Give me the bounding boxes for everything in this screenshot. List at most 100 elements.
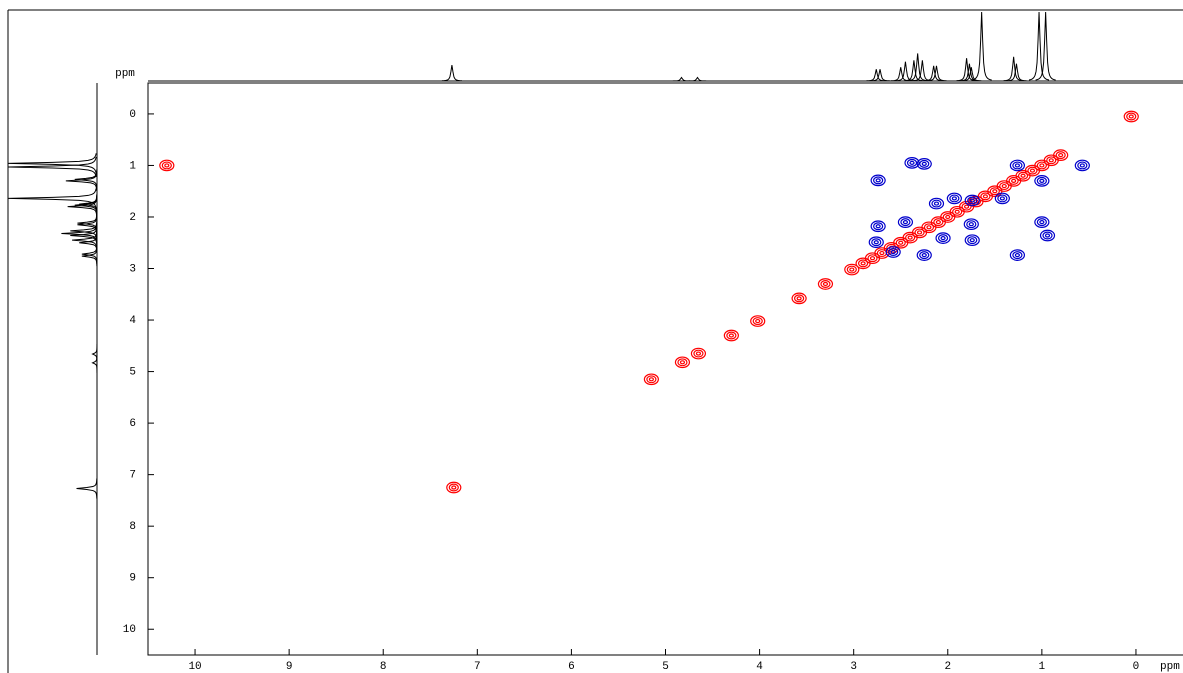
contour	[969, 238, 975, 243]
peak	[868, 236, 884, 249]
contour	[1123, 110, 1139, 123]
y-tick-label: 2	[129, 212, 136, 224]
contour	[1039, 163, 1045, 168]
left-projection-peak	[74, 169, 98, 190]
contour	[1044, 233, 1051, 238]
contour	[869, 256, 876, 261]
contour	[1079, 163, 1085, 168]
peak	[723, 329, 739, 342]
contour	[969, 198, 975, 203]
peak	[870, 220, 886, 233]
peak	[897, 216, 914, 228]
y-tick-label: 0	[129, 109, 136, 121]
contour	[755, 318, 761, 324]
top-projection-peak	[866, 69, 887, 82]
peak	[750, 315, 766, 327]
peak	[963, 218, 979, 231]
contour	[822, 281, 829, 287]
left-projection-peak	[91, 352, 98, 373]
contour	[952, 207, 963, 216]
contour	[164, 163, 170, 168]
contour	[1017, 171, 1029, 180]
y-tick-label: 4	[129, 315, 136, 327]
contour	[873, 176, 884, 185]
x-tick-label: 10	[188, 661, 201, 673]
contour	[968, 222, 974, 227]
peak	[844, 263, 860, 276]
contour	[849, 267, 855, 272]
contour	[1036, 161, 1047, 170]
contour	[868, 236, 884, 249]
contour	[916, 249, 932, 261]
top-projection-peak	[890, 67, 911, 82]
contour	[1053, 149, 1069, 161]
contour	[997, 194, 1008, 203]
peak	[928, 197, 945, 210]
y-axis-label: ppm	[115, 68, 135, 80]
left-projection-peak	[91, 344, 98, 365]
left-projection-peak	[7, 156, 97, 178]
peak	[690, 347, 707, 360]
x-axis-label: ppm	[1160, 661, 1180, 673]
contour	[1009, 159, 1026, 172]
contour	[677, 358, 688, 367]
contour	[820, 279, 831, 288]
peak	[159, 159, 175, 172]
contour	[923, 223, 935, 232]
peak	[446, 481, 462, 494]
contour	[1001, 183, 1007, 189]
contour	[946, 192, 962, 205]
contour	[905, 233, 916, 242]
contour	[726, 331, 737, 340]
contour	[1039, 220, 1045, 225]
contour	[992, 189, 998, 194]
contour	[900, 218, 911, 227]
contour	[1009, 249, 1026, 261]
peak	[870, 174, 886, 187]
y-tick-label: 8	[129, 521, 136, 533]
top-projection-peak	[961, 67, 982, 82]
contour	[796, 296, 802, 301]
peak	[885, 246, 901, 258]
top-projection-peak	[687, 76, 708, 82]
contour	[964, 194, 980, 207]
x-tick-label: 7	[474, 661, 481, 673]
x-tick-label: 5	[662, 661, 669, 673]
contour	[1012, 251, 1023, 260]
left-projection-peak	[79, 194, 98, 215]
contour	[914, 228, 925, 237]
contour	[888, 248, 899, 256]
y-tick-label: 7	[129, 470, 136, 482]
peak	[964, 234, 980, 247]
contour	[994, 192, 1010, 205]
contour	[695, 351, 702, 356]
contour	[1034, 175, 1050, 187]
top-projection-peak	[1035, 11, 1056, 81]
peak	[987, 185, 1003, 198]
contour	[674, 356, 691, 369]
top-projection-peak	[895, 61, 916, 82]
contour	[1039, 229, 1056, 242]
contour	[907, 235, 913, 240]
contour	[885, 246, 901, 258]
contour	[728, 333, 734, 338]
y-tick-label: 1	[129, 160, 136, 172]
contour	[873, 222, 884, 231]
contour	[879, 250, 885, 256]
x-tick-label: 8	[380, 661, 387, 673]
peak	[817, 278, 834, 290]
contour	[916, 158, 932, 170]
peak	[994, 192, 1010, 205]
contour	[844, 263, 860, 276]
contour	[967, 196, 978, 205]
y-tick-label: 6	[129, 418, 136, 430]
y-tick-label: 9	[129, 573, 136, 585]
peak	[1123, 110, 1139, 123]
contour	[935, 232, 951, 244]
contour	[904, 157, 920, 169]
contour	[933, 201, 940, 206]
contour	[940, 236, 946, 241]
left-projection-peak	[70, 220, 98, 241]
contour	[945, 214, 951, 220]
peak	[904, 157, 920, 169]
